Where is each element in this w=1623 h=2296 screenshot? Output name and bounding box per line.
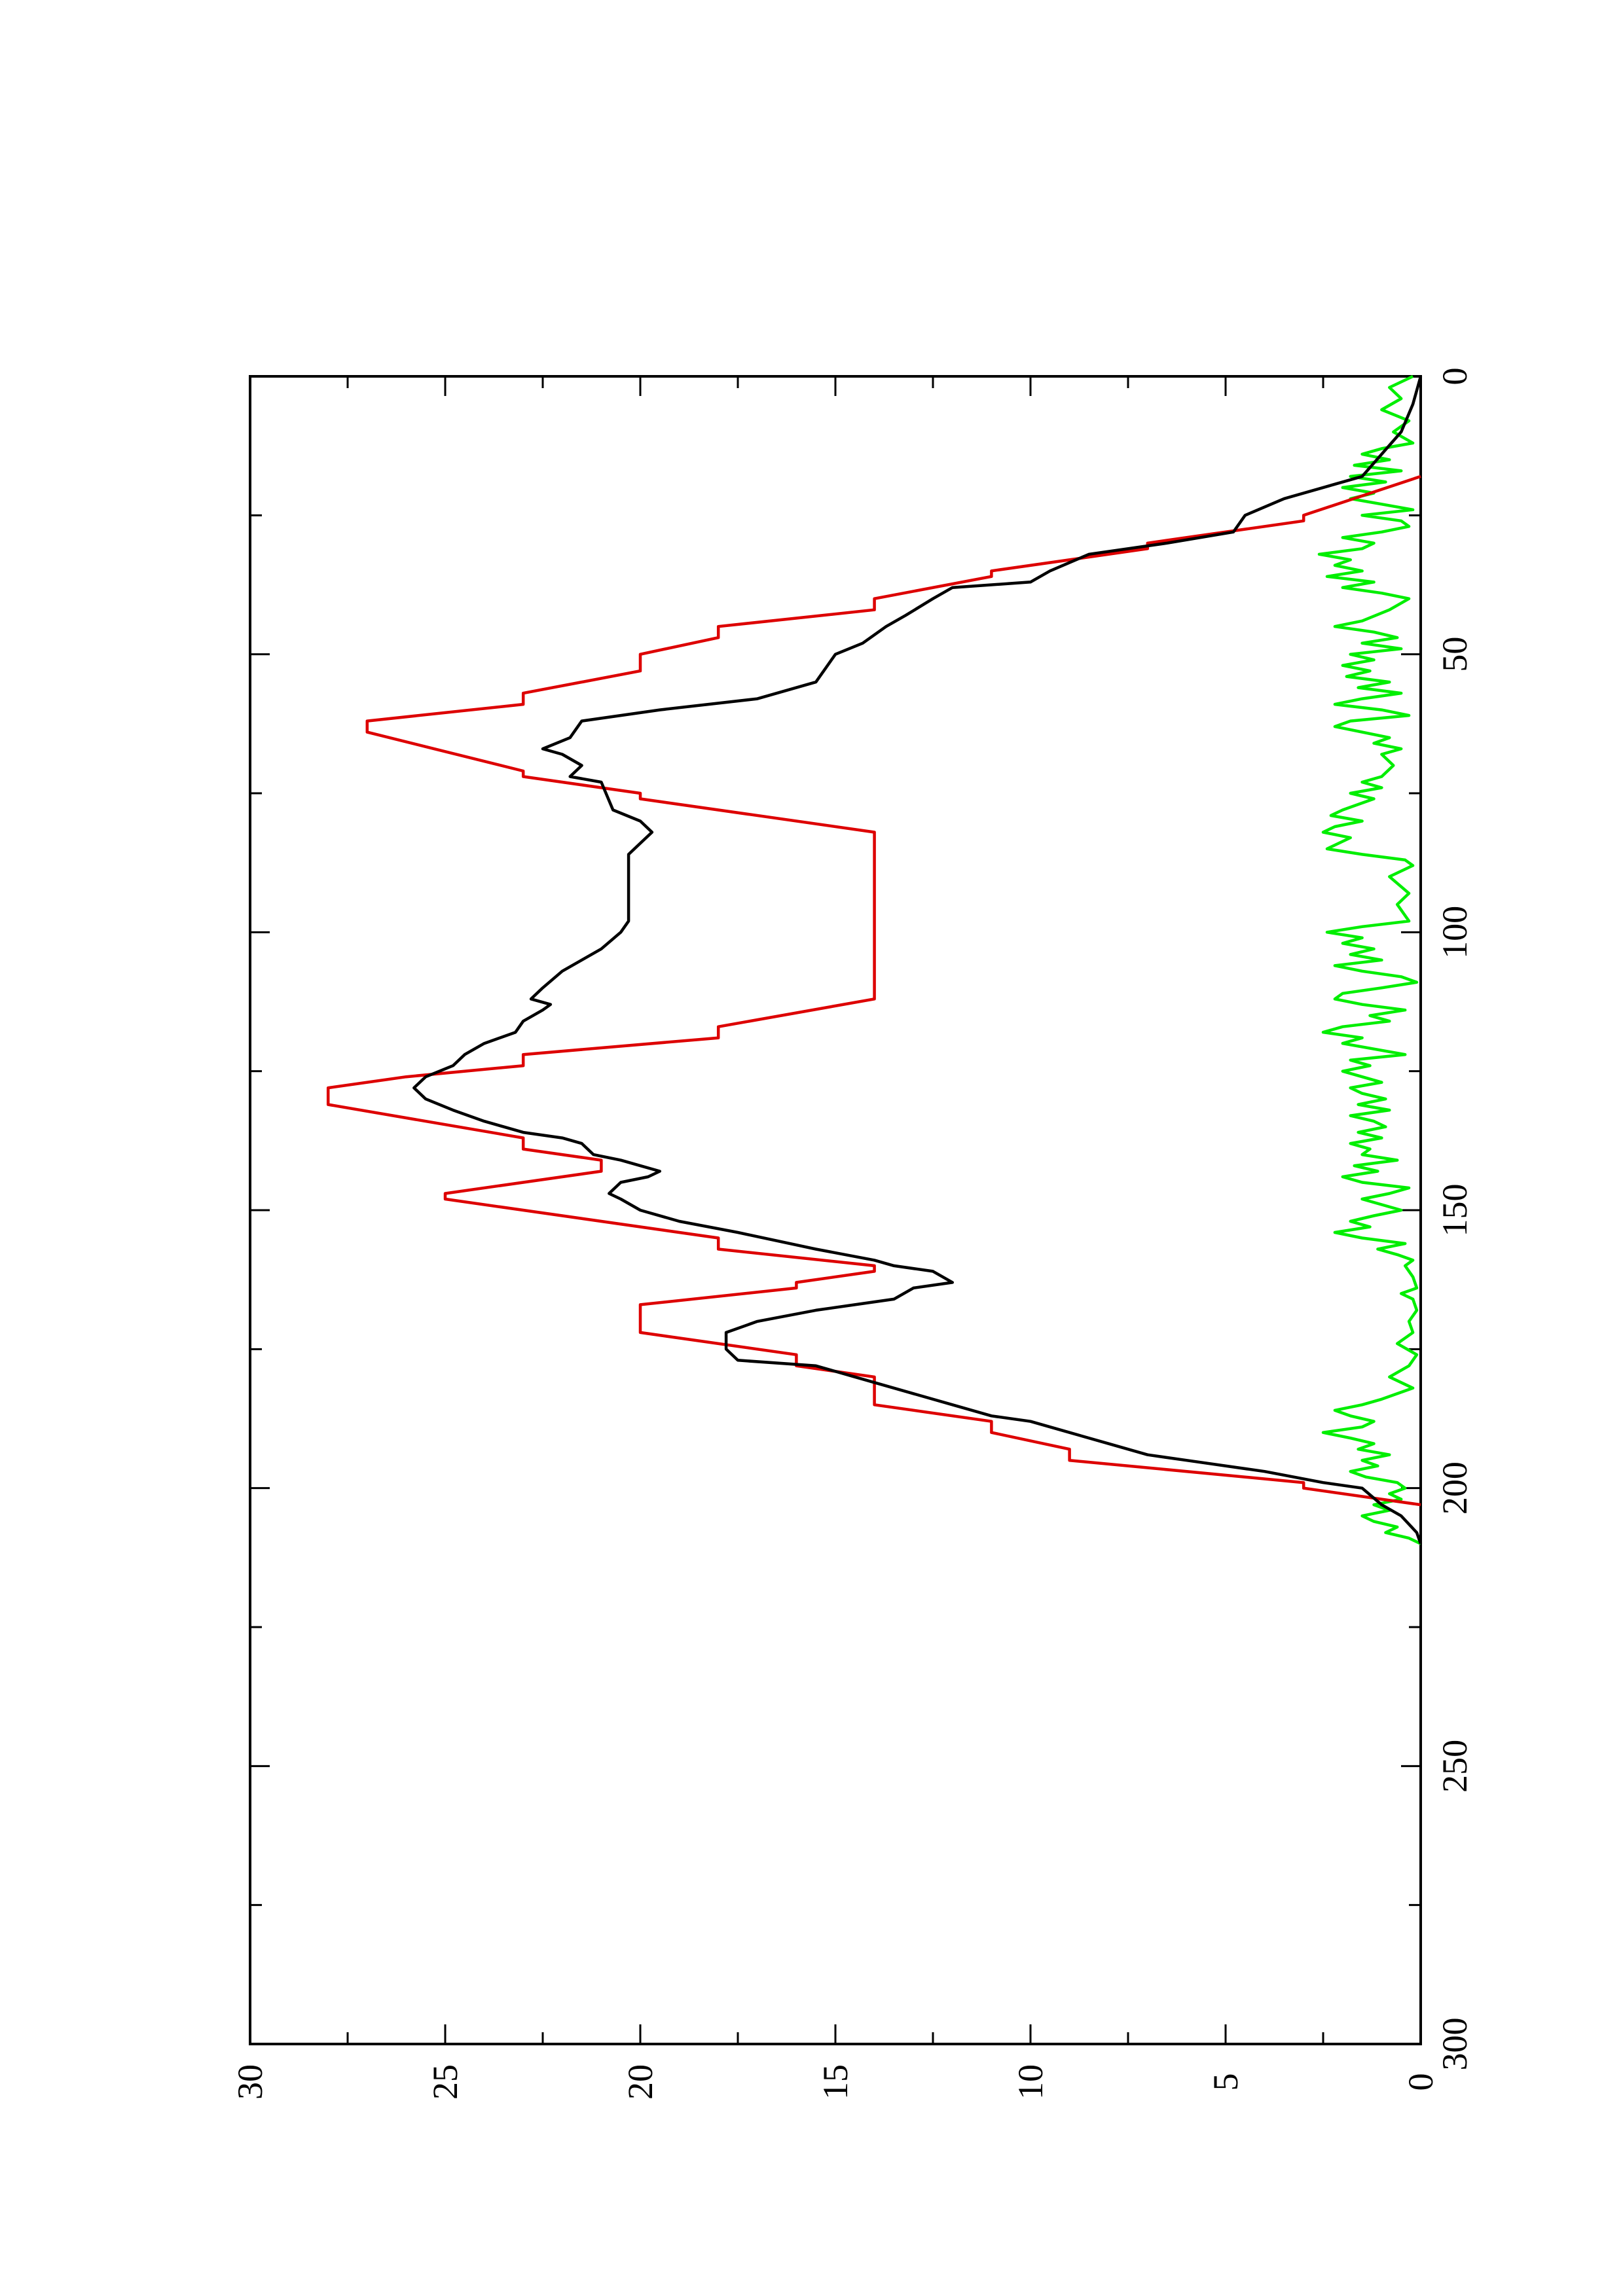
y-tick-label: 15 xyxy=(816,2064,855,2100)
y-tick-label: 10 xyxy=(1011,2064,1050,2100)
series-group xyxy=(326,374,1423,1545)
x-tick-label: 150 xyxy=(1435,1184,1474,1237)
y-tick-label: 0 xyxy=(1401,2073,1440,2091)
x-tick-label: 100 xyxy=(1435,906,1474,959)
x-tick-label: 250 xyxy=(1435,1740,1474,1793)
x-tick-label: 0 xyxy=(1435,368,1474,386)
y-tick-label: 5 xyxy=(1206,2073,1245,2091)
y-tick-label: 25 xyxy=(426,2064,465,2100)
series-line xyxy=(412,376,1423,1545)
series-line xyxy=(1317,374,1421,1545)
x-tick-label: 300 xyxy=(1435,2018,1474,2071)
x-tick-label: 50 xyxy=(1435,637,1474,672)
axis-ticks xyxy=(249,375,1422,2045)
tick-labels: 0 50 100 150 200 250 300 0 5 10 15 20 25 30 xyxy=(230,368,1474,2100)
plot-frame xyxy=(249,375,1422,2045)
y-tick-label: 30 xyxy=(230,2064,270,2100)
series-line xyxy=(326,475,1421,1507)
x-tick-label: 200 xyxy=(1435,1462,1474,1515)
y-tick-label: 20 xyxy=(621,2064,660,2100)
